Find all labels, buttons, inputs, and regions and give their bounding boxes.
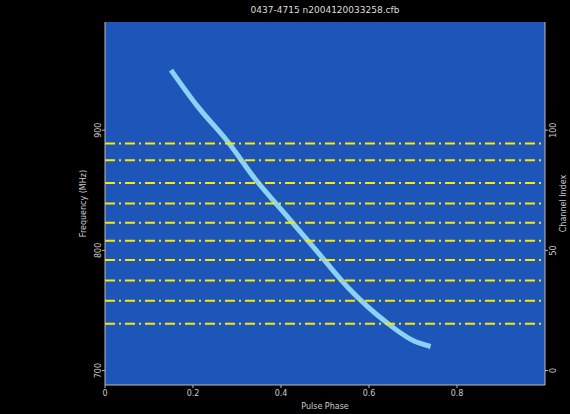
- svg-text:0437-4715 n2004120033258.cfb: 0437-4715 n2004120033258.cfb: [251, 5, 400, 15]
- svg-text:900: 900: [94, 123, 103, 138]
- svg-text:Pulse Phase: Pulse Phase: [301, 402, 349, 411]
- svg-text:0.8: 0.8: [451, 389, 464, 398]
- svg-text:800: 800: [94, 243, 103, 258]
- svg-text:0.2: 0.2: [187, 389, 200, 398]
- svg-text:100: 100: [549, 123, 558, 138]
- svg-text:0: 0: [549, 368, 558, 373]
- svg-text:0: 0: [102, 389, 107, 398]
- svg-text:50: 50: [549, 245, 558, 255]
- svg-text:Frequency (MHz): Frequency (MHz): [79, 170, 88, 237]
- svg-text:0.4: 0.4: [275, 389, 288, 398]
- svg-text:Channel Index: Channel Index: [559, 175, 568, 233]
- svg-text:700: 700: [94, 363, 103, 378]
- svg-text:0.6: 0.6: [363, 389, 376, 398]
